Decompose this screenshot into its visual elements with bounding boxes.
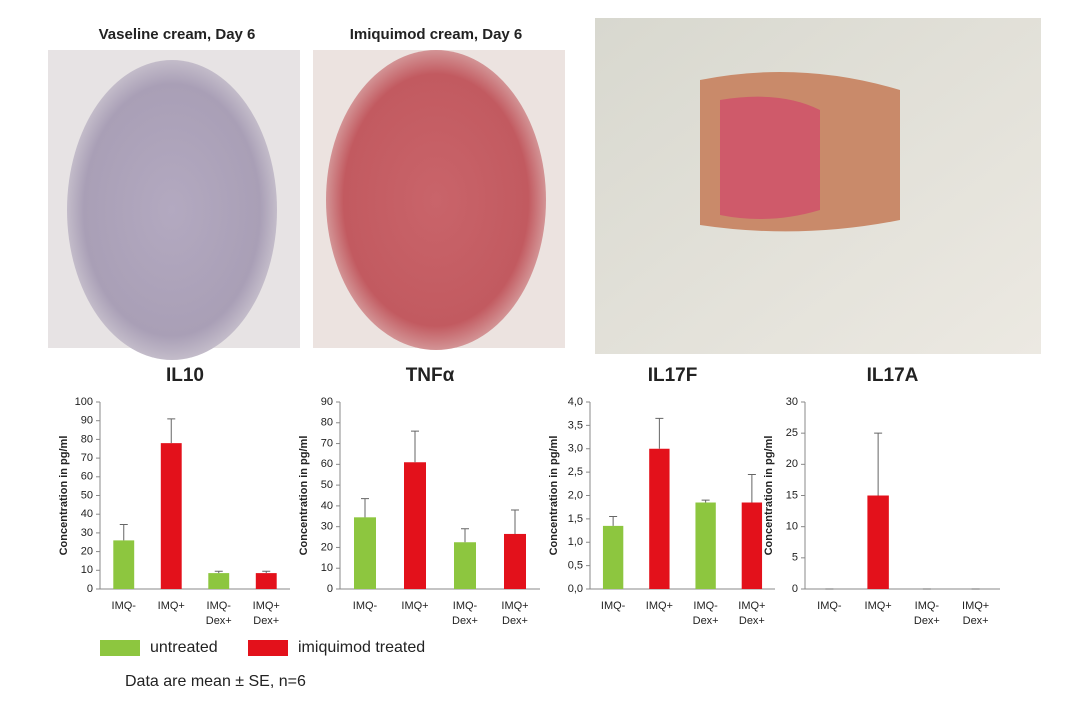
x-tick-label: IMQ-Dex+ — [693, 600, 719, 627]
y-tick-label: 40 — [321, 500, 333, 512]
x-tick-label: IMQ+ Dex+ — [962, 600, 989, 627]
legend-label: untreated — [150, 639, 218, 656]
x-tick-label: IMQ+ — [401, 600, 428, 612]
photo-patch — [720, 96, 820, 219]
y-tick-label: 5 — [792, 552, 798, 564]
chart-title: TNFα — [406, 365, 455, 386]
bar — [649, 448, 670, 589]
photo-caption: Vaseline cream, Day 6 — [99, 26, 256, 43]
y-tick-label: 30 — [786, 396, 798, 408]
y-axis-label: Concentration in pg/ml — [298, 436, 310, 556]
error-bar — [411, 430, 419, 463]
x-tick-label: IMQ+ — [158, 600, 185, 612]
bar — [160, 443, 182, 589]
bar — [255, 573, 277, 589]
bar — [867, 495, 889, 589]
y-tick-label: 40 — [81, 508, 93, 520]
y-tick-label: 30 — [321, 521, 333, 533]
bar — [208, 573, 230, 589]
y-tick-label: 20 — [81, 546, 93, 558]
photo-caption: Imiquimod cream, Day 6 — [350, 26, 523, 43]
y-tick-label: 20 — [786, 458, 798, 470]
x-tick-label: IMQ+ Dex+ — [738, 600, 765, 627]
error-bar — [262, 570, 271, 574]
chart-title: IL17A — [867, 365, 919, 386]
bar — [404, 462, 426, 589]
y-tick-label: 60 — [81, 471, 93, 483]
x-tick-label: IMQ-Dex+ — [452, 600, 478, 627]
bar — [354, 517, 376, 589]
bar — [454, 542, 476, 589]
y-tick-label: 70 — [321, 437, 333, 449]
y-tick-label: 10 — [786, 521, 798, 533]
bar — [602, 525, 624, 589]
y-tick-label: 0,0 — [568, 583, 583, 595]
note: Data are mean ± SE, n=6 — [125, 673, 306, 690]
y-tick-label: 3,5 — [568, 419, 583, 431]
y-tick-label: 15 — [786, 489, 798, 501]
y-axis-label: Concentration in pg/ml — [763, 436, 775, 556]
error-bar — [511, 509, 519, 534]
chart-title: IL17F — [648, 365, 698, 386]
y-tick-label: 4,0 — [568, 396, 583, 408]
y-tick-label: 80 — [321, 417, 333, 429]
x-tick-label: IMQ+ Dex+ — [501, 600, 528, 627]
photo-skin — [67, 60, 277, 360]
x-tick-label: IMQ+ — [646, 600, 673, 612]
y-tick-label: 2,5 — [568, 466, 583, 478]
y-axis-label: Concentration in pg/ml — [58, 436, 70, 556]
x-tick-label: IMQ-Dex+ — [206, 600, 232, 627]
y-tick-label: 0 — [327, 583, 333, 595]
y-tick-label: 60 — [321, 458, 333, 470]
bar — [695, 502, 716, 589]
error-bar — [167, 418, 176, 444]
legend-swatch — [100, 640, 140, 656]
x-tick-label: IMQ+ Dex+ — [253, 600, 280, 627]
legend-label: imiquimod treated — [298, 639, 425, 656]
y-tick-label: 1,5 — [568, 513, 583, 525]
legend-swatch — [248, 640, 288, 656]
y-tick-label: 0 — [792, 583, 798, 595]
y-tick-label: 10 — [321, 562, 333, 574]
y-tick-label: 90 — [81, 415, 93, 427]
chart-title: IL10 — [166, 365, 204, 386]
y-tick-label: 0,5 — [568, 560, 583, 572]
y-tick-label: 0 — [87, 583, 93, 595]
y-tick-label: 50 — [321, 479, 333, 491]
y-tick-label: 50 — [81, 489, 93, 501]
x-tick-label: IMQ-Dex+ — [914, 600, 940, 627]
y-tick-label: 10 — [81, 564, 93, 576]
error-bar — [214, 570, 223, 574]
photo-skin — [326, 50, 546, 350]
x-tick-label: IMQ- — [112, 600, 137, 612]
x-tick-label: IMQ- — [601, 600, 626, 612]
bar — [741, 502, 763, 589]
bar — [113, 540, 135, 589]
x-tick-label: IMQ+ — [865, 600, 892, 612]
y-tick-label: 2,0 — [568, 489, 583, 501]
y-tick-label: 30 — [81, 527, 93, 539]
error-bar — [119, 523, 128, 541]
error-bar — [874, 432, 883, 496]
error-bar — [461, 528, 469, 543]
error-bar — [609, 516, 618, 526]
y-axis-label: Concentration in pg/ml — [548, 436, 560, 556]
error-bar — [361, 498, 369, 518]
error-bar — [701, 499, 710, 503]
y-tick-label: 80 — [81, 433, 93, 445]
y-tick-label: 25 — [786, 427, 798, 439]
y-tick-label: 20 — [321, 541, 333, 553]
x-tick-label: IMQ- — [353, 600, 378, 612]
y-tick-label: 100 — [75, 396, 93, 408]
y-tick-label: 3,0 — [568, 443, 583, 455]
y-tick-label: 70 — [81, 452, 93, 464]
bar — [504, 533, 526, 589]
error-bar — [747, 473, 756, 503]
y-tick-label: 1,0 — [568, 536, 583, 548]
y-tick-label: 90 — [321, 396, 333, 408]
error-bar — [655, 417, 664, 449]
x-tick-label: IMQ- — [817, 600, 842, 612]
